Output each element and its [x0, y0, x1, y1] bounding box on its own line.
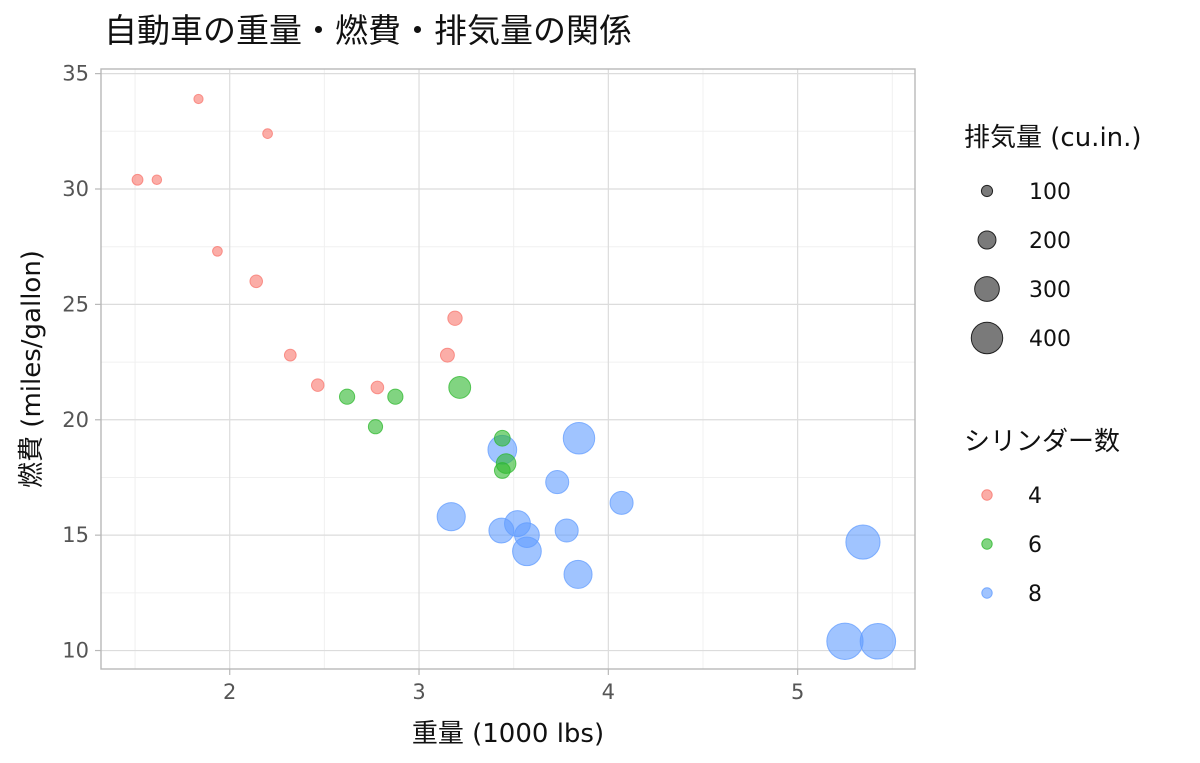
data-point — [488, 517, 515, 544]
data-point — [436, 502, 466, 532]
plot-background — [101, 69, 915, 669]
color-legend: シリンダー数 4 6 8 — [964, 427, 1120, 607]
size-legend-key — [974, 276, 1000, 302]
data-point — [212, 245, 223, 257]
x-axis-title: 重量 (1000 lbs) — [412, 719, 604, 749]
x-tick-label: 4 — [602, 680, 615, 704]
data-point — [514, 522, 540, 549]
size-legend: 排気量 (cu.in.) 100 200 300 400 — [964, 123, 1142, 355]
data-point — [249, 274, 263, 289]
size-legend-title: 排気量 (cu.in.) — [964, 123, 1142, 153]
data-point — [151, 174, 163, 186]
data-point — [387, 388, 404, 405]
data-point — [545, 470, 570, 495]
size-legend-key — [970, 321, 1004, 355]
x-tick-label: 3 — [412, 680, 425, 704]
data-point — [859, 623, 897, 660]
data-point — [845, 524, 881, 560]
data-point — [439, 347, 455, 363]
size-legend-label: 200 — [1029, 229, 1071, 254]
y-tick-label: 25 — [62, 292, 89, 316]
data-point — [609, 490, 634, 515]
y-axis-title: 燃費 (miles/gallon) — [17, 250, 47, 488]
data-point — [193, 93, 204, 105]
plot-border — [100, 68, 916, 670]
data-points — [131, 93, 897, 660]
data-point — [493, 429, 511, 447]
color-legend-key — [981, 587, 993, 599]
color-legend-key — [981, 538, 993, 550]
data-point — [563, 559, 593, 589]
size-legend-key — [977, 230, 997, 250]
size-legend-label: 100 — [1029, 180, 1071, 205]
color-legend-title: シリンダー数 — [964, 427, 1120, 457]
data-point — [338, 388, 356, 405]
color-legend-label: 4 — [1028, 484, 1042, 509]
x-tick-label: 2 — [223, 680, 236, 704]
data-point — [554, 518, 579, 543]
x-axis-ticks: 2 3 4 5 — [223, 669, 804, 704]
data-point — [826, 622, 864, 660]
color-legend-key — [981, 489, 993, 501]
y-axis-ticks: 10 15 20 25 30 35 — [62, 62, 101, 663]
data-point — [562, 422, 596, 455]
chart-title: 自動車の重量・燃費・排気量の関係 — [104, 11, 632, 50]
y-tick-label: 30 — [62, 177, 89, 201]
data-point — [262, 128, 273, 139]
data-point — [370, 380, 385, 395]
data-point — [448, 376, 472, 399]
color-legend-label: 6 — [1028, 533, 1042, 558]
y-tick-label: 10 — [62, 639, 89, 663]
y-tick-label: 20 — [62, 408, 89, 432]
x-tick-label: 5 — [791, 680, 804, 704]
size-legend-key — [980, 184, 994, 198]
data-point — [131, 173, 144, 186]
data-point — [283, 348, 297, 362]
color-legend-label: 8 — [1028, 582, 1042, 607]
data-point — [447, 310, 463, 326]
data-point — [493, 462, 511, 479]
y-tick-label: 35 — [62, 62, 89, 86]
y-tick-label: 15 — [62, 523, 89, 547]
size-legend-label: 300 — [1029, 278, 1071, 303]
data-point — [310, 378, 325, 392]
grid-major — [101, 69, 915, 669]
grid-minor — [101, 69, 915, 669]
data-point — [367, 419, 384, 435]
size-legend-label: 400 — [1029, 327, 1071, 352]
